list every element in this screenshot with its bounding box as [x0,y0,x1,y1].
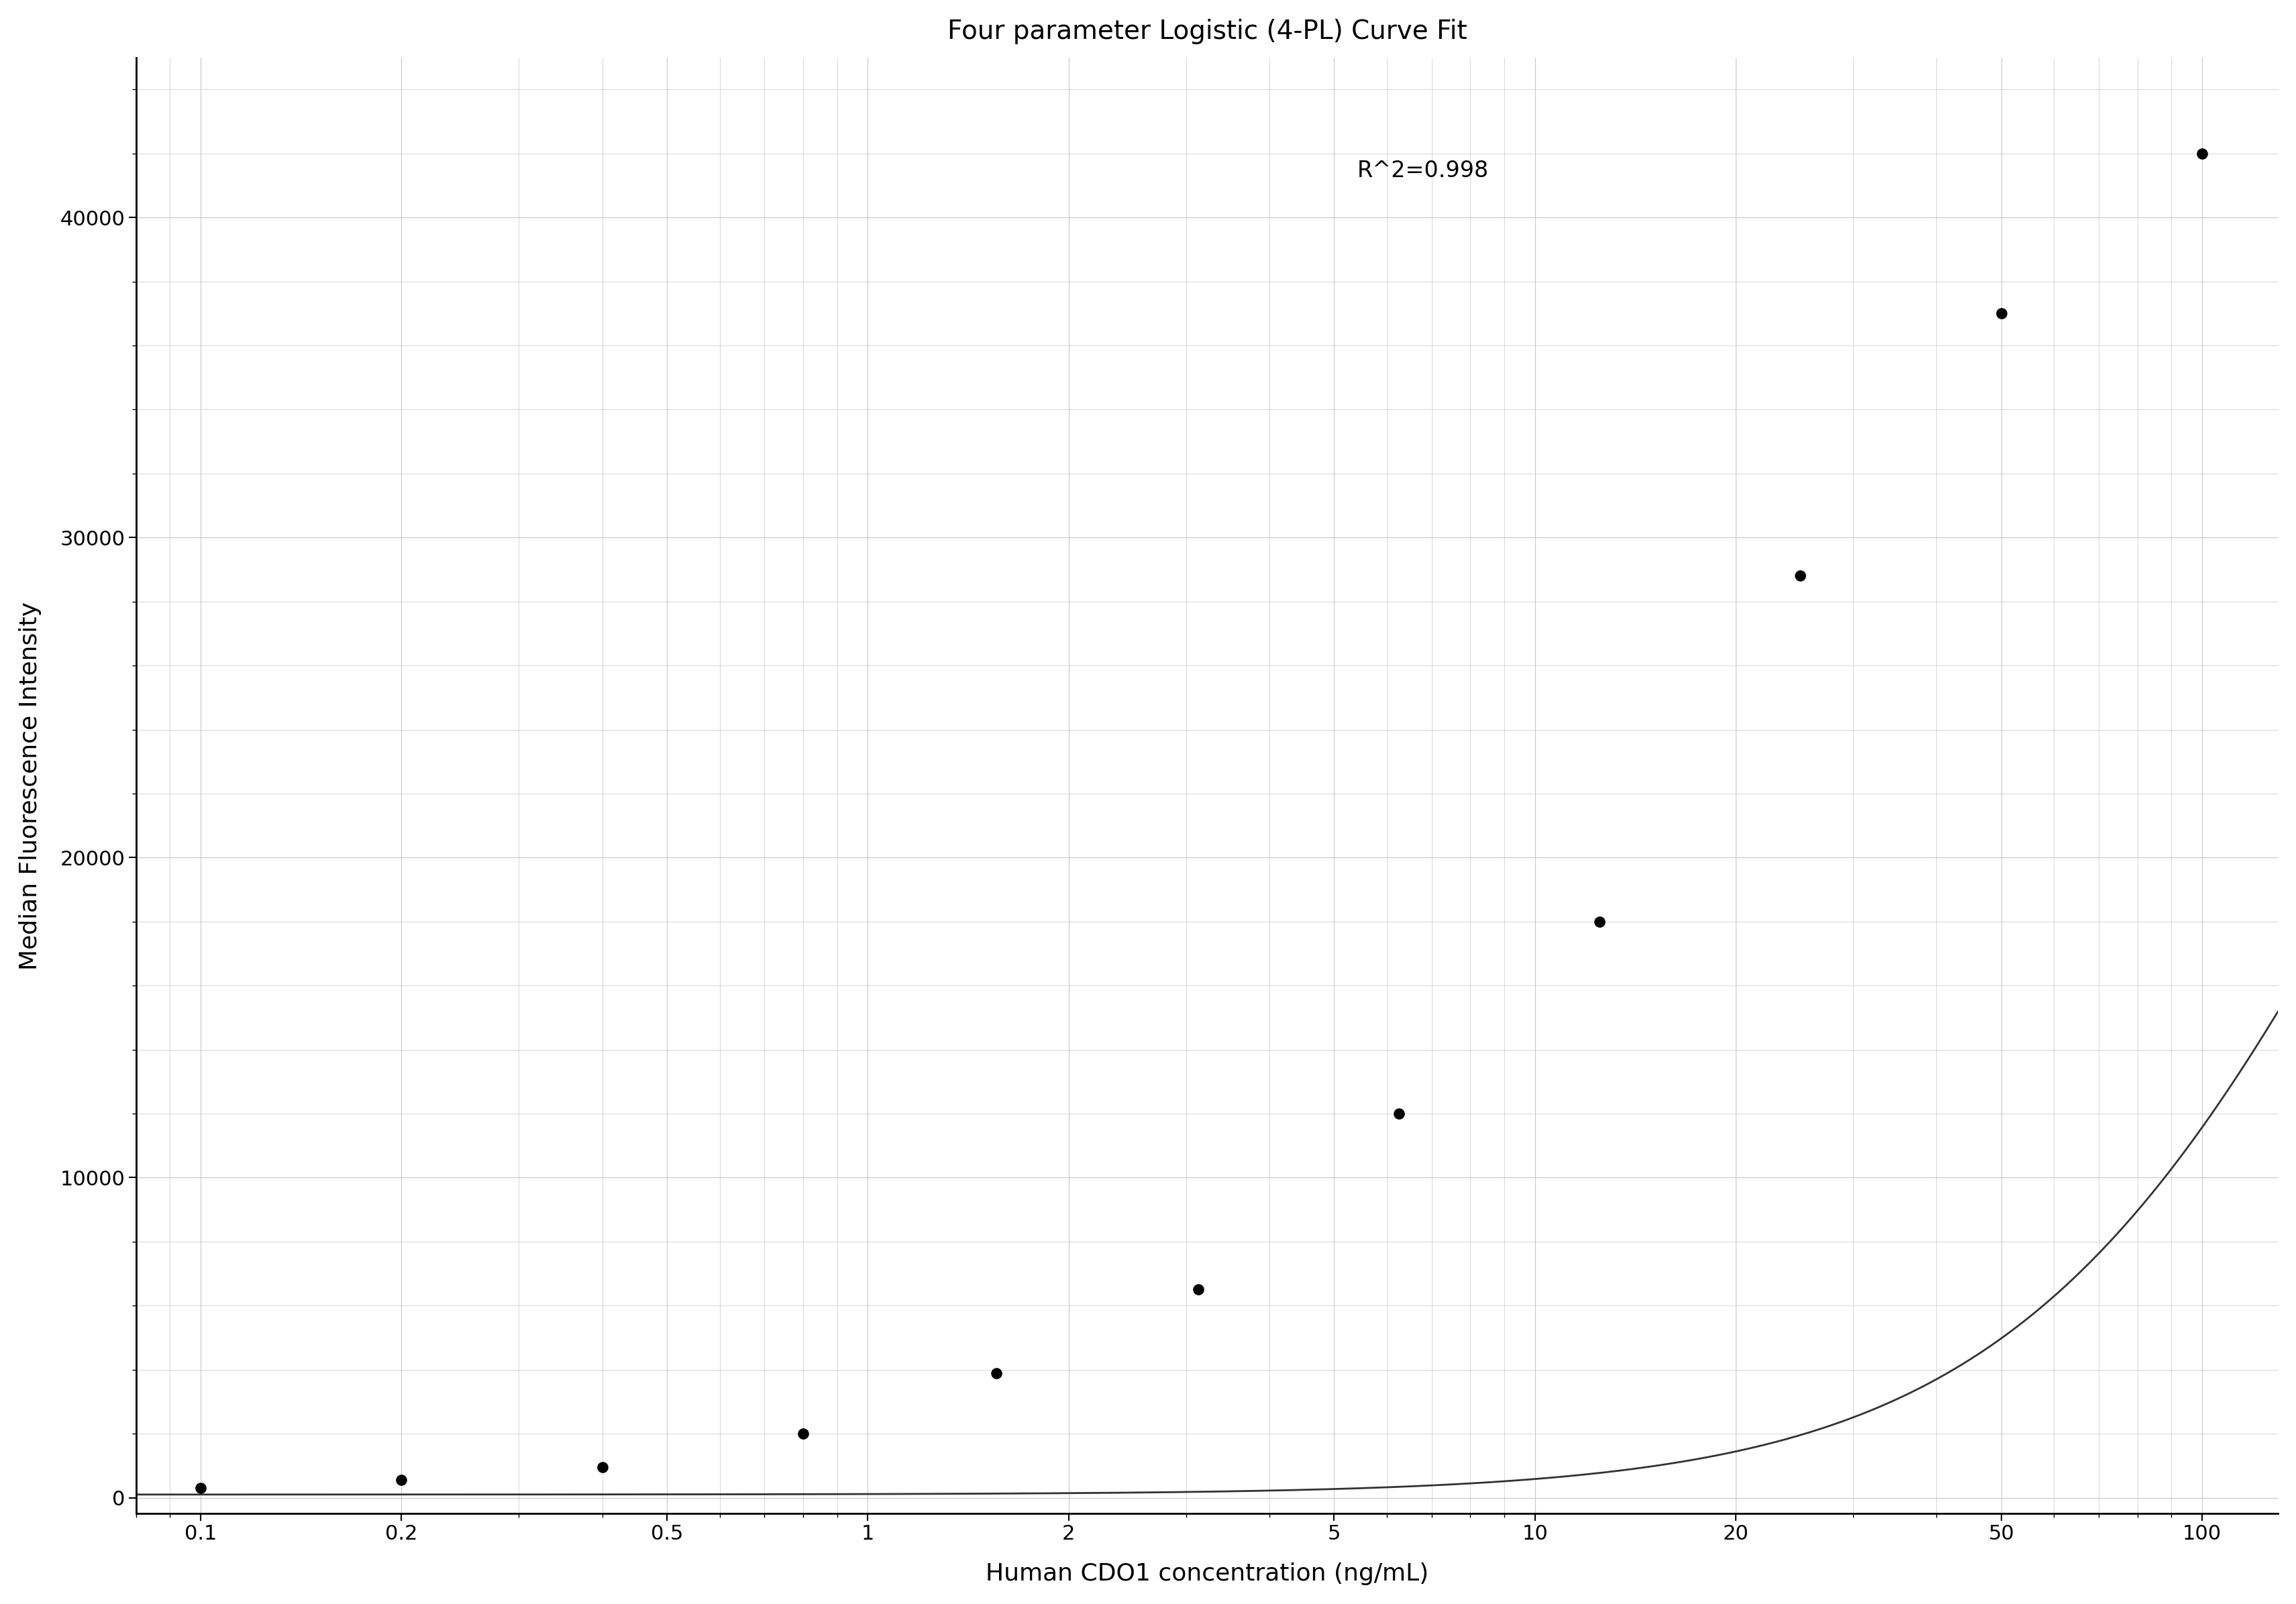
Point [1981,300,2018,326]
Point [383,1468,420,1493]
Point [1782,563,1818,589]
Point [1580,909,1616,935]
X-axis label: Human CDO1 concentration (ng/mL): Human CDO1 concentration (ng/mL) [985,1562,1428,1585]
Point [1180,1277,1217,1302]
Point [1380,1100,1417,1126]
Point [978,1360,1015,1386]
Point [181,1476,218,1501]
Text: R^2=0.998: R^2=0.998 [1357,159,1488,181]
Y-axis label: Median Fluorescence Intensity: Median Fluorescence Intensity [18,602,41,970]
Title: Four parameter Logistic (4-PL) Curve Fit: Four parameter Logistic (4-PL) Curve Fit [946,19,1467,45]
Point [2183,141,2220,167]
Point [785,1421,822,1447]
Point [583,1455,620,1480]
